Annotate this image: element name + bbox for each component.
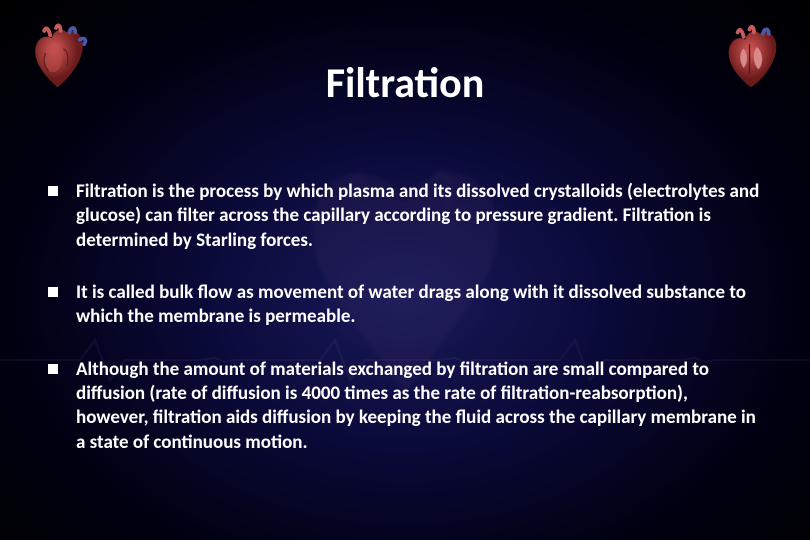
bullet-item: Filtration is the process by which plasm…: [48, 180, 762, 253]
bullet-item: It is called bulk flow as movement of wa…: [48, 281, 762, 330]
bullet-text: Filtration is the process by which plasm…: [76, 180, 762, 253]
bullet-marker-icon: [48, 186, 58, 196]
bullet-list: Filtration is the process by which plasm…: [48, 180, 762, 483]
bullet-item: Although the amount of materials exchang…: [48, 358, 762, 455]
bullet-marker-icon: [48, 364, 58, 374]
bullet-marker-icon: [48, 287, 58, 297]
bullet-text: Although the amount of materials exchang…: [76, 358, 762, 455]
bullet-text: It is called bulk flow as movement of wa…: [76, 281, 762, 330]
slide-title: Filtration: [0, 58, 810, 109]
